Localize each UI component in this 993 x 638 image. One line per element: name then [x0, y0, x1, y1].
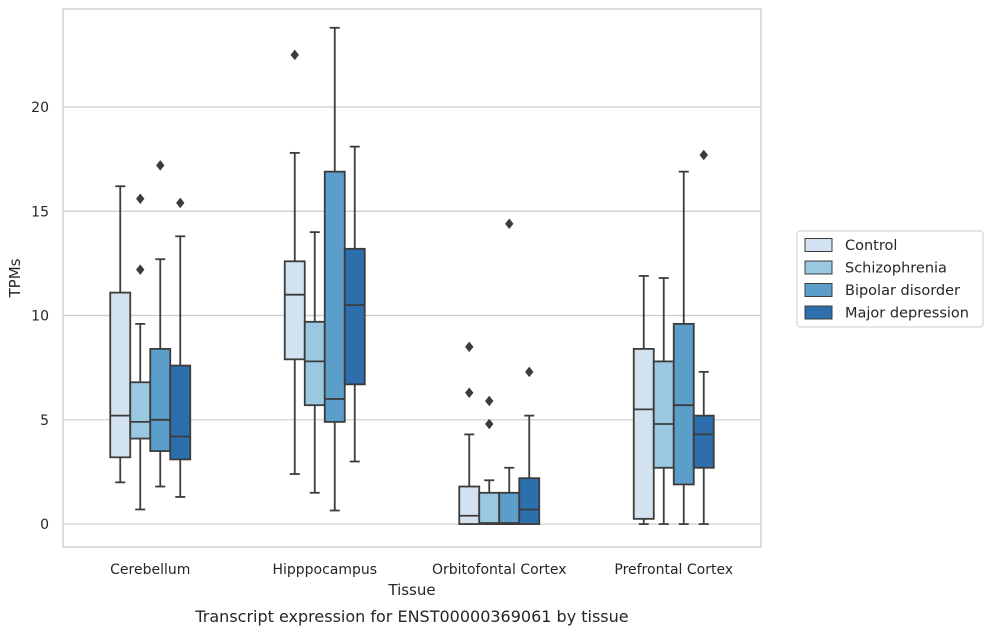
- outlier-point: [525, 366, 534, 378]
- chart-caption: Transcript expression for ENST0000036906…: [194, 607, 628, 626]
- box: [458, 485, 481, 525]
- box-group: [672, 170, 695, 525]
- box-group: [632, 275, 655, 525]
- box-group: [283, 49, 306, 475]
- box: [478, 491, 501, 525]
- y-tick-label: 0: [40, 517, 49, 533]
- box: [303, 320, 326, 407]
- legend-swatch: [804, 305, 833, 320]
- box-group: [169, 197, 192, 498]
- x-tick-labels: Cerebellum Hipppocampus Orbitofontal Corte…: [110, 562, 733, 578]
- box-group: [458, 341, 481, 525]
- box: [129, 381, 152, 440]
- box-group: [109, 185, 132, 484]
- box: [652, 360, 675, 469]
- outlier-point: [465, 387, 474, 398]
- box: [283, 260, 306, 361]
- box: [632, 347, 655, 520]
- box: [149, 347, 172, 452]
- outlier-point: [699, 149, 708, 161]
- box: [498, 491, 521, 525]
- box-layer: [109, 26, 715, 525]
- outlier-point: [176, 197, 185, 209]
- legend-swatch: [804, 260, 833, 275]
- legend-label: Major depression: [845, 306, 969, 322]
- y-axis-title: TPMs: [6, 258, 24, 298]
- box-group: [478, 395, 501, 525]
- box: [109, 291, 132, 459]
- legend-label: Bipolar disorder: [845, 283, 960, 299]
- outlier-point: [290, 49, 299, 61]
- x-axis-title: Tissue: [387, 581, 435, 599]
- legend-swatch: [804, 283, 833, 297]
- box: [323, 170, 346, 423]
- box-group: [303, 231, 326, 494]
- outlier-point: [485, 418, 494, 430]
- box-group: [652, 277, 675, 525]
- y-tick-label: 10: [31, 309, 49, 325]
- outlier-point: [485, 395, 494, 407]
- box-group: [323, 26, 346, 512]
- y-tick-label: 15: [31, 204, 49, 220]
- legend-label: Control: [845, 238, 897, 254]
- outlier-point: [136, 264, 145, 275]
- box-group: [149, 160, 172, 488]
- y-tick-label: 20: [31, 100, 49, 116]
- box: [518, 477, 541, 525]
- legend-label: Schizophrenia: [845, 261, 947, 277]
- x-tick-label: Hipppocampus: [272, 562, 377, 578]
- box-group: [498, 218, 521, 525]
- y-tick-labels: 0 5 10 15 20: [31, 100, 49, 533]
- legend-swatch: [804, 238, 833, 252]
- legend-frame: [796, 230, 984, 328]
- legend: Control Schizophrenia Bipolar disorder Majo…: [796, 230, 984, 328]
- outlier-point: [465, 341, 474, 353]
- plot-frame: [62, 8, 762, 548]
- box: [169, 364, 192, 461]
- y-tick-label: 5: [40, 413, 49, 429]
- box-group: [129, 193, 152, 511]
- x-tick-label: Prefrontal Cortex: [614, 562, 733, 578]
- outlier-point: [156, 160, 165, 171]
- box: [672, 322, 695, 486]
- x-tick-label: Cerebellum: [110, 562, 190, 578]
- box-group: [692, 149, 715, 525]
- box-group: [518, 366, 541, 525]
- x-tick-label: Orbitofontal Cortex: [432, 562, 567, 578]
- box: [343, 247, 366, 386]
- outlier-point: [136, 193, 145, 205]
- outlier-point: [505, 218, 514, 230]
- box: [692, 414, 715, 469]
- box-group: [343, 145, 366, 463]
